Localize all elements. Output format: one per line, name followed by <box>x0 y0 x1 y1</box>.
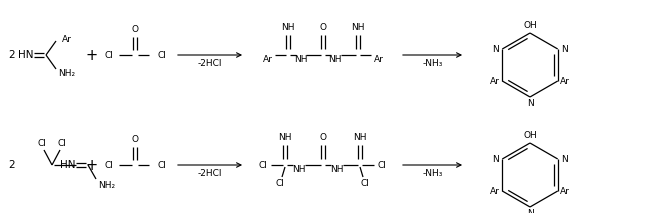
Text: OH: OH <box>523 131 537 141</box>
Text: Cl: Cl <box>157 161 166 170</box>
Text: N: N <box>492 154 499 164</box>
Text: N: N <box>492 45 499 53</box>
Text: 2: 2 <box>8 50 14 60</box>
Text: Cl: Cl <box>378 161 387 170</box>
Text: O: O <box>320 23 326 33</box>
Text: Cl: Cl <box>276 178 285 187</box>
Text: Ar: Ar <box>62 35 72 43</box>
Text: +: + <box>86 47 98 62</box>
Text: -2HCl: -2HCl <box>198 59 222 68</box>
Text: NH: NH <box>351 23 365 33</box>
Text: Cl: Cl <box>104 161 113 170</box>
Text: N: N <box>562 45 568 53</box>
Text: NH: NH <box>294 56 307 65</box>
Text: +: + <box>86 157 98 173</box>
Text: Ar: Ar <box>560 76 569 85</box>
Text: NH₂: NH₂ <box>98 180 115 190</box>
Text: Cl: Cl <box>38 138 46 147</box>
Text: Ar: Ar <box>490 187 501 196</box>
Text: Ar: Ar <box>374 56 384 65</box>
Text: Cl: Cl <box>58 138 66 147</box>
Text: Ar: Ar <box>490 76 501 85</box>
Text: N: N <box>562 154 568 164</box>
Text: -2HCl: -2HCl <box>198 168 222 177</box>
Text: Cl: Cl <box>104 50 113 59</box>
Text: NH: NH <box>292 166 306 174</box>
Text: HN: HN <box>60 160 75 170</box>
Text: O: O <box>131 135 138 144</box>
Text: N: N <box>526 99 534 108</box>
Text: O: O <box>320 134 326 142</box>
Text: Cl: Cl <box>258 161 267 170</box>
Text: NH: NH <box>353 134 367 142</box>
Text: N: N <box>526 210 534 213</box>
Text: NH: NH <box>330 166 344 174</box>
Text: -NH₃: -NH₃ <box>422 59 443 68</box>
Text: Cl: Cl <box>157 50 166 59</box>
Text: Ar: Ar <box>263 56 273 65</box>
Text: NH: NH <box>281 23 294 33</box>
Text: -NH₃: -NH₃ <box>422 168 443 177</box>
Text: NH: NH <box>328 56 342 65</box>
Text: OH: OH <box>523 22 537 30</box>
Text: 2: 2 <box>8 160 14 170</box>
Text: Ar: Ar <box>560 187 569 196</box>
Text: O: O <box>131 26 138 35</box>
Text: NH: NH <box>278 134 292 142</box>
Text: NH₂: NH₂ <box>58 69 75 78</box>
Text: Cl: Cl <box>361 178 369 187</box>
Text: HN: HN <box>18 50 34 60</box>
